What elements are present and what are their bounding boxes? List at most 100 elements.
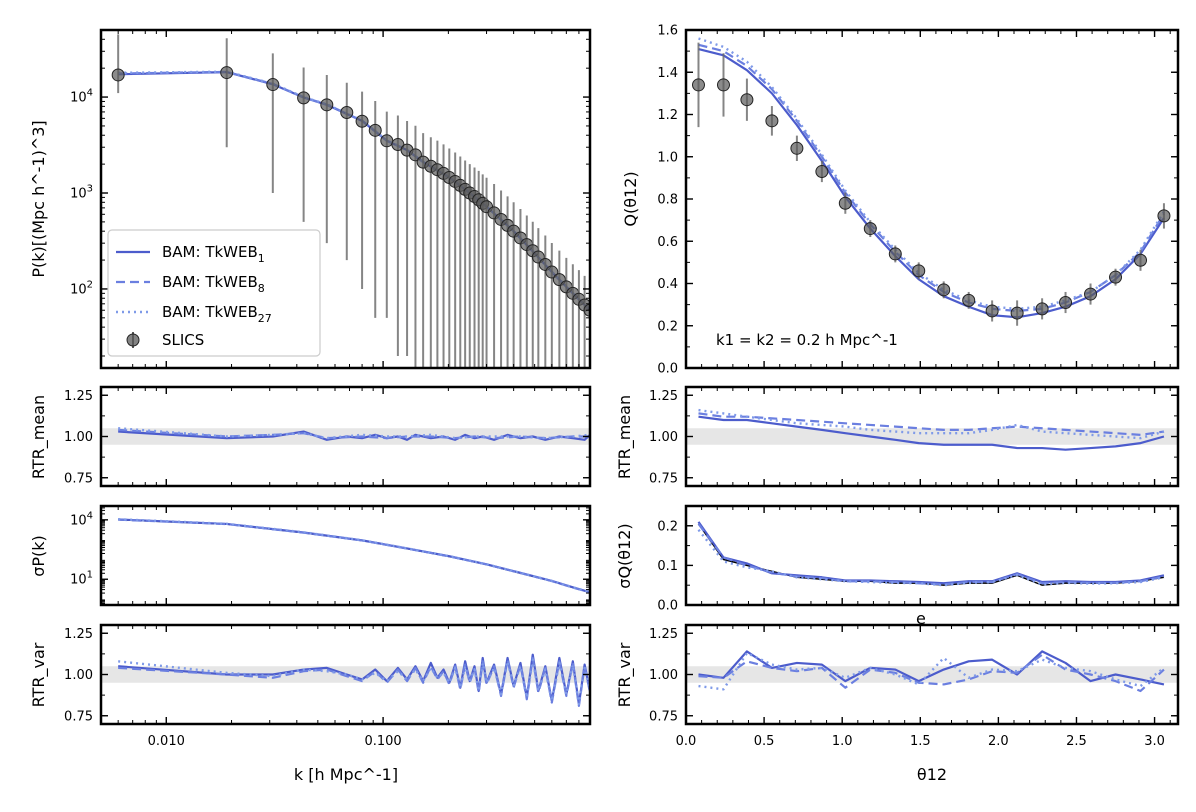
ytick-label: 102 [70,279,93,297]
ytick-label: 1.2 [657,108,678,123]
ytick-label: 1.0 [657,150,678,165]
ytick-label: 0.75 [64,471,93,486]
ytick-label: 0.8 [657,193,678,208]
ticks [101,387,590,486]
ytick-label: 1.00 [649,430,678,445]
slics-point [838,196,852,210]
slics-point [1059,296,1073,310]
series-line-tkweb8 [698,412,1165,436]
ticks [685,506,1178,606]
q-xlabel: θ12 [917,765,947,784]
axes-frame [99,28,592,370]
slics-point [765,114,779,128]
ticks [685,29,1178,369]
panel-rtr-mean-bispectrum: 0.75 1.00 1.25 [649,385,1180,488]
slics-point [912,264,926,278]
series-line-tkweb8 [118,656,590,707]
series-line-tkweb8 [697,523,1165,586]
ytick-label: 1.00 [64,430,93,445]
ytick-label: 0.2 [657,319,678,334]
ticks [101,30,590,368]
slics-point [320,98,334,112]
ytick-label: 0.75 [649,709,678,724]
ytick-label: 1.25 [64,627,93,642]
slics-point [1084,287,1098,301]
xtick-label: 0.100 [364,734,401,749]
series-line-tkweb27 [118,517,590,594]
legend-label-tkweb1: BAM: TkWEB1 [162,243,265,265]
slics-point [266,78,280,92]
panel-reduced-bispectrum: 0.0 0.2 0.4 0.6 0.8 1.0 1.2 1.4 1.6 [657,24,1180,377]
series-line-tkweb8 [698,43,1165,313]
panel-rtr-mean-power-spectrum: 0.75 1.00 1.25 [64,385,592,488]
panel-sigma-power-spectrum: 101 104 [70,504,592,607]
tolerance-band [686,428,1178,445]
xtick-label: 1.0 [832,734,853,749]
slics-point [790,141,804,155]
rtr-mean-pk-ylabel: RTR_mean [29,395,49,479]
slics-point [1134,253,1148,267]
ytick-label: 0.75 [64,709,93,724]
xtick-label: 0.5 [754,734,775,749]
ytick-label: 104 [70,88,93,106]
panel-power-spectrum: 102 103 104 [70,28,592,370]
slics-point [355,114,369,128]
stray-label: e [916,609,926,628]
q-annotation: k1 = k2 = 0.2 h Mpc^-1 [716,331,898,349]
ytick-label: 103 [70,184,93,202]
slics-point [1157,209,1171,223]
slics-point [716,78,730,92]
slics-point [111,68,125,82]
ytick-label: 0.0 [657,599,678,614]
xtick-label: 0.0 [676,734,697,749]
slics-point [1010,306,1024,320]
rtr-var-pk-ylabel: RTR_var [29,642,49,707]
legend-label-slics: SLICS [162,331,204,349]
ticks [101,506,590,605]
slics-point [985,304,999,318]
pk-ylabel: P(k)[(Mpc h^-1)^3] [29,120,48,277]
legend-label-tkweb27: BAM: TkWEB27 [162,303,272,325]
xtick-label: 2.0 [988,734,1009,749]
series-line-tkweb1 [698,415,1165,451]
rtr-mean-q-ylabel: RTR_mean [615,395,635,479]
series-line-tkweb27 [118,658,590,706]
pk-xlabel: k [h Mpc^-1] [294,765,398,784]
panel-rtr-var-bispectrum: 0.75 1.00 1.25 0.0 0.5 1.0 1.5 2.0 2.5 3.0 [649,623,1180,749]
ytick-label: 0.75 [649,471,678,486]
slics-point [962,293,976,307]
ytick-label: 1.25 [649,627,678,642]
ytick-label: 0.2 [657,519,678,534]
legend-label-tkweb8: BAM: TkWEB8 [162,273,265,295]
slics-point [691,78,705,92]
axes-frame [99,504,592,607]
sigma-q-ylabel: σQ(θ12) [615,523,634,588]
ytick-label: 104 [70,510,93,528]
rtr-var-q-ylabel: RTR_var [615,642,635,707]
xtick-label: 3.0 [1144,734,1165,749]
ticks [685,625,1178,724]
ytick-label: 0.4 [657,277,678,292]
legend-marker-slics [126,332,140,348]
q-ylabel: Q(θ12) [621,171,640,226]
ytick-label: 1.00 [649,668,678,683]
series-line-tkweb27 [698,408,1165,440]
series-line-tkweb1 [698,650,1165,686]
ytick-label: 0.0 [657,362,678,377]
slics-point [380,134,394,148]
series-line-tkweb8 [118,518,590,594]
ytick-label: 1.6 [657,24,678,39]
ytick-label: 0.1 [657,559,678,574]
axes-frame [684,504,1180,607]
ticks [685,387,1178,486]
legend: BAM: TkWEB1 BAM: TkWEB8 BAM: TkWEB27 SLI… [107,229,321,357]
ytick-label: 101 [70,570,93,588]
slics-point [740,93,754,107]
legend-frame [107,229,321,357]
panel-sigma-bispectrum: 0.0 0.1 0.2 [657,504,1180,614]
slics-point [1035,302,1049,316]
series-line-tkweb8 [698,653,1165,693]
slics-point [888,247,902,261]
slics-point [863,222,877,236]
